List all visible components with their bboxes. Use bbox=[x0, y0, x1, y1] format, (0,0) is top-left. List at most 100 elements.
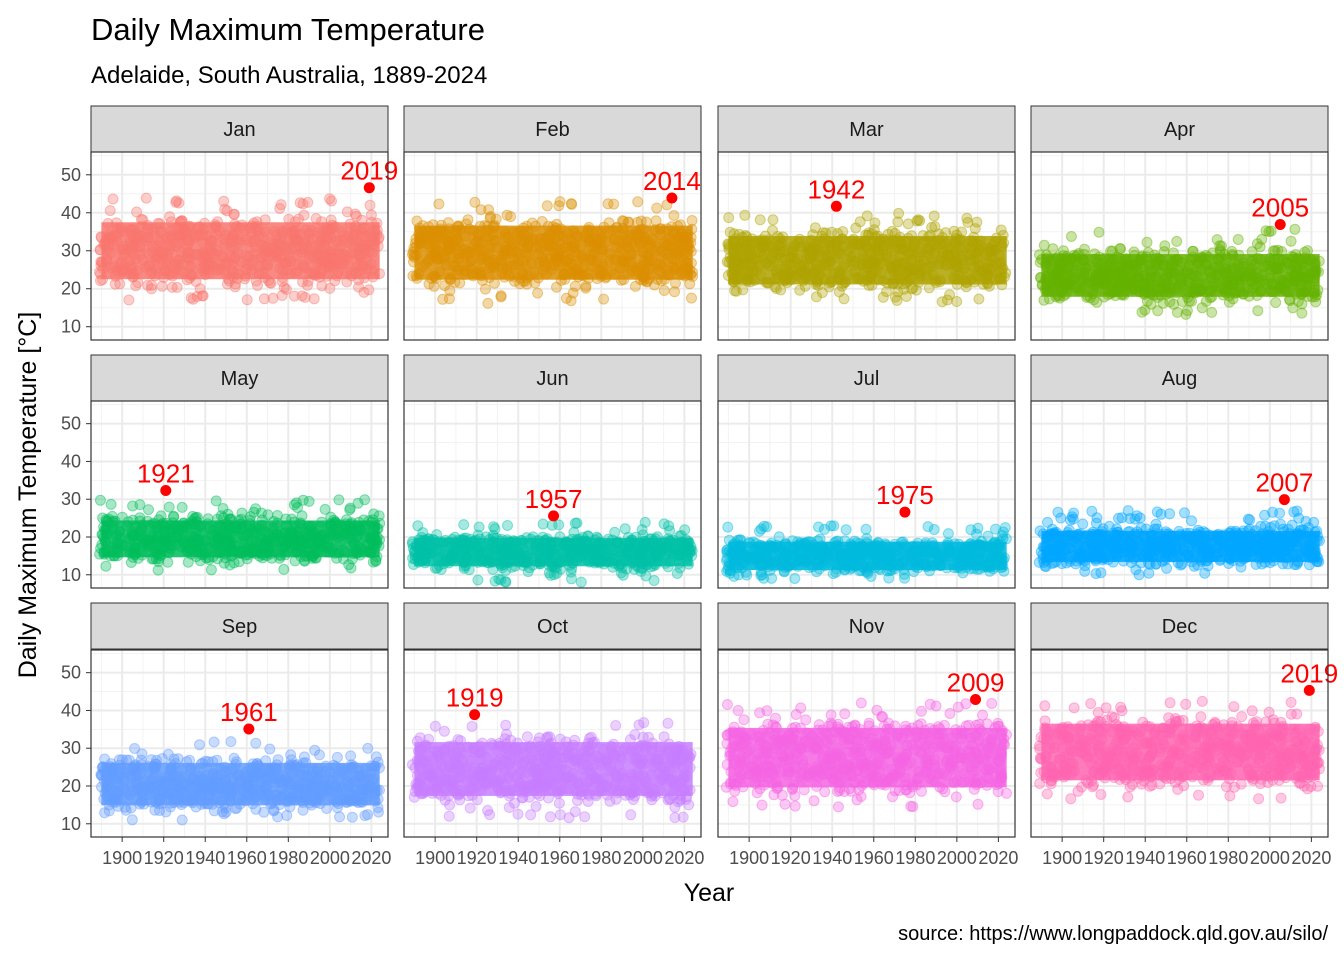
data-point bbox=[1196, 302, 1208, 314]
data-point bbox=[296, 290, 308, 302]
data-point bbox=[724, 226, 736, 238]
data-point bbox=[228, 557, 240, 569]
data-point bbox=[1181, 305, 1193, 317]
data-point bbox=[1159, 240, 1171, 252]
data-point bbox=[568, 526, 580, 538]
data-point bbox=[458, 519, 470, 531]
strip-label-feb: Feb bbox=[535, 119, 569, 141]
data-point bbox=[363, 284, 375, 296]
data-point bbox=[316, 280, 328, 292]
data-point bbox=[522, 566, 534, 578]
data-point bbox=[686, 215, 698, 226]
y-tick-label: 50 bbox=[61, 165, 81, 185]
data-point bbox=[566, 573, 577, 585]
data-point bbox=[162, 556, 174, 568]
data-point bbox=[123, 294, 135, 306]
data-point bbox=[324, 193, 336, 205]
data-point bbox=[308, 293, 320, 305]
data-point bbox=[936, 296, 948, 308]
data-point bbox=[565, 198, 577, 210]
data-point bbox=[636, 524, 648, 536]
data-point bbox=[1139, 304, 1151, 316]
strip-jan bbox=[90, 105, 389, 153]
data-point bbox=[278, 563, 290, 575]
data-point bbox=[900, 291, 912, 302]
data-point bbox=[143, 504, 154, 516]
record-label-jul: 1975 bbox=[876, 480, 934, 510]
data-point bbox=[553, 519, 565, 531]
data-point bbox=[609, 526, 621, 538]
data-point bbox=[164, 211, 176, 223]
data-point bbox=[341, 206, 353, 218]
dense-point-cloud bbox=[414, 225, 693, 280]
data-point bbox=[191, 291, 203, 302]
data-point bbox=[275, 199, 287, 211]
data-point bbox=[629, 280, 641, 292]
data-point bbox=[972, 522, 984, 534]
data-point bbox=[658, 285, 670, 296]
dense-point-cloud bbox=[414, 537, 693, 567]
data-point bbox=[813, 521, 824, 533]
data-point bbox=[1287, 302, 1299, 314]
data-point bbox=[297, 198, 309, 210]
data-point bbox=[168, 510, 179, 522]
data-point bbox=[358, 286, 370, 298]
data-point bbox=[1232, 234, 1244, 245]
data-point bbox=[364, 199, 376, 211]
data-point bbox=[929, 221, 941, 233]
data-point bbox=[105, 498, 117, 510]
data-point bbox=[185, 292, 197, 304]
data-point bbox=[173, 197, 185, 209]
data-point bbox=[1206, 306, 1218, 318]
data-point bbox=[648, 279, 660, 291]
data-point bbox=[679, 524, 691, 536]
data-point bbox=[635, 565, 647, 577]
data-point bbox=[219, 203, 231, 215]
data-point bbox=[973, 293, 985, 305]
data-point bbox=[1289, 223, 1301, 235]
data-point bbox=[365, 209, 377, 221]
data-point bbox=[860, 523, 872, 535]
data-point bbox=[278, 282, 290, 294]
data-point bbox=[1296, 307, 1308, 319]
strip-label-jan: Jan bbox=[223, 119, 255, 141]
data-point bbox=[197, 290, 209, 302]
data-point bbox=[155, 510, 167, 522]
data-point bbox=[767, 214, 779, 226]
y-tick-label: 40 bbox=[61, 451, 81, 471]
y-tick-label: 30 bbox=[61, 489, 81, 509]
data-point bbox=[551, 567, 563, 579]
data-point bbox=[1141, 236, 1153, 248]
data-point bbox=[495, 574, 507, 586]
y-tick-label: 30 bbox=[61, 241, 81, 261]
data-point bbox=[956, 226, 968, 238]
data-point bbox=[730, 285, 742, 297]
data-point bbox=[1252, 305, 1264, 317]
chart-title: Daily Maximum Temperature bbox=[91, 12, 485, 47]
data-point bbox=[794, 284, 806, 296]
data-point bbox=[928, 210, 940, 222]
data-point bbox=[658, 518, 670, 530]
data-point bbox=[271, 510, 283, 521]
data-point bbox=[828, 520, 840, 532]
data-point bbox=[411, 215, 423, 227]
data-point bbox=[1152, 305, 1164, 317]
y-tick-label: 50 bbox=[61, 414, 81, 434]
data-point bbox=[196, 290, 208, 302]
data-point bbox=[412, 520, 424, 532]
data-point bbox=[914, 215, 926, 227]
data-point bbox=[854, 216, 866, 228]
data-point bbox=[152, 564, 164, 576]
data-point bbox=[194, 283, 206, 295]
data-point bbox=[205, 564, 217, 576]
data-point bbox=[580, 280, 592, 292]
scatter-points-jan bbox=[94, 192, 385, 306]
data-point bbox=[488, 521, 500, 533]
data-point bbox=[276, 290, 288, 301]
data-point bbox=[569, 517, 581, 529]
data-point bbox=[789, 573, 801, 584]
scatter-points-jul bbox=[721, 520, 1012, 584]
data-point bbox=[495, 291, 507, 303]
data-point bbox=[353, 281, 365, 293]
